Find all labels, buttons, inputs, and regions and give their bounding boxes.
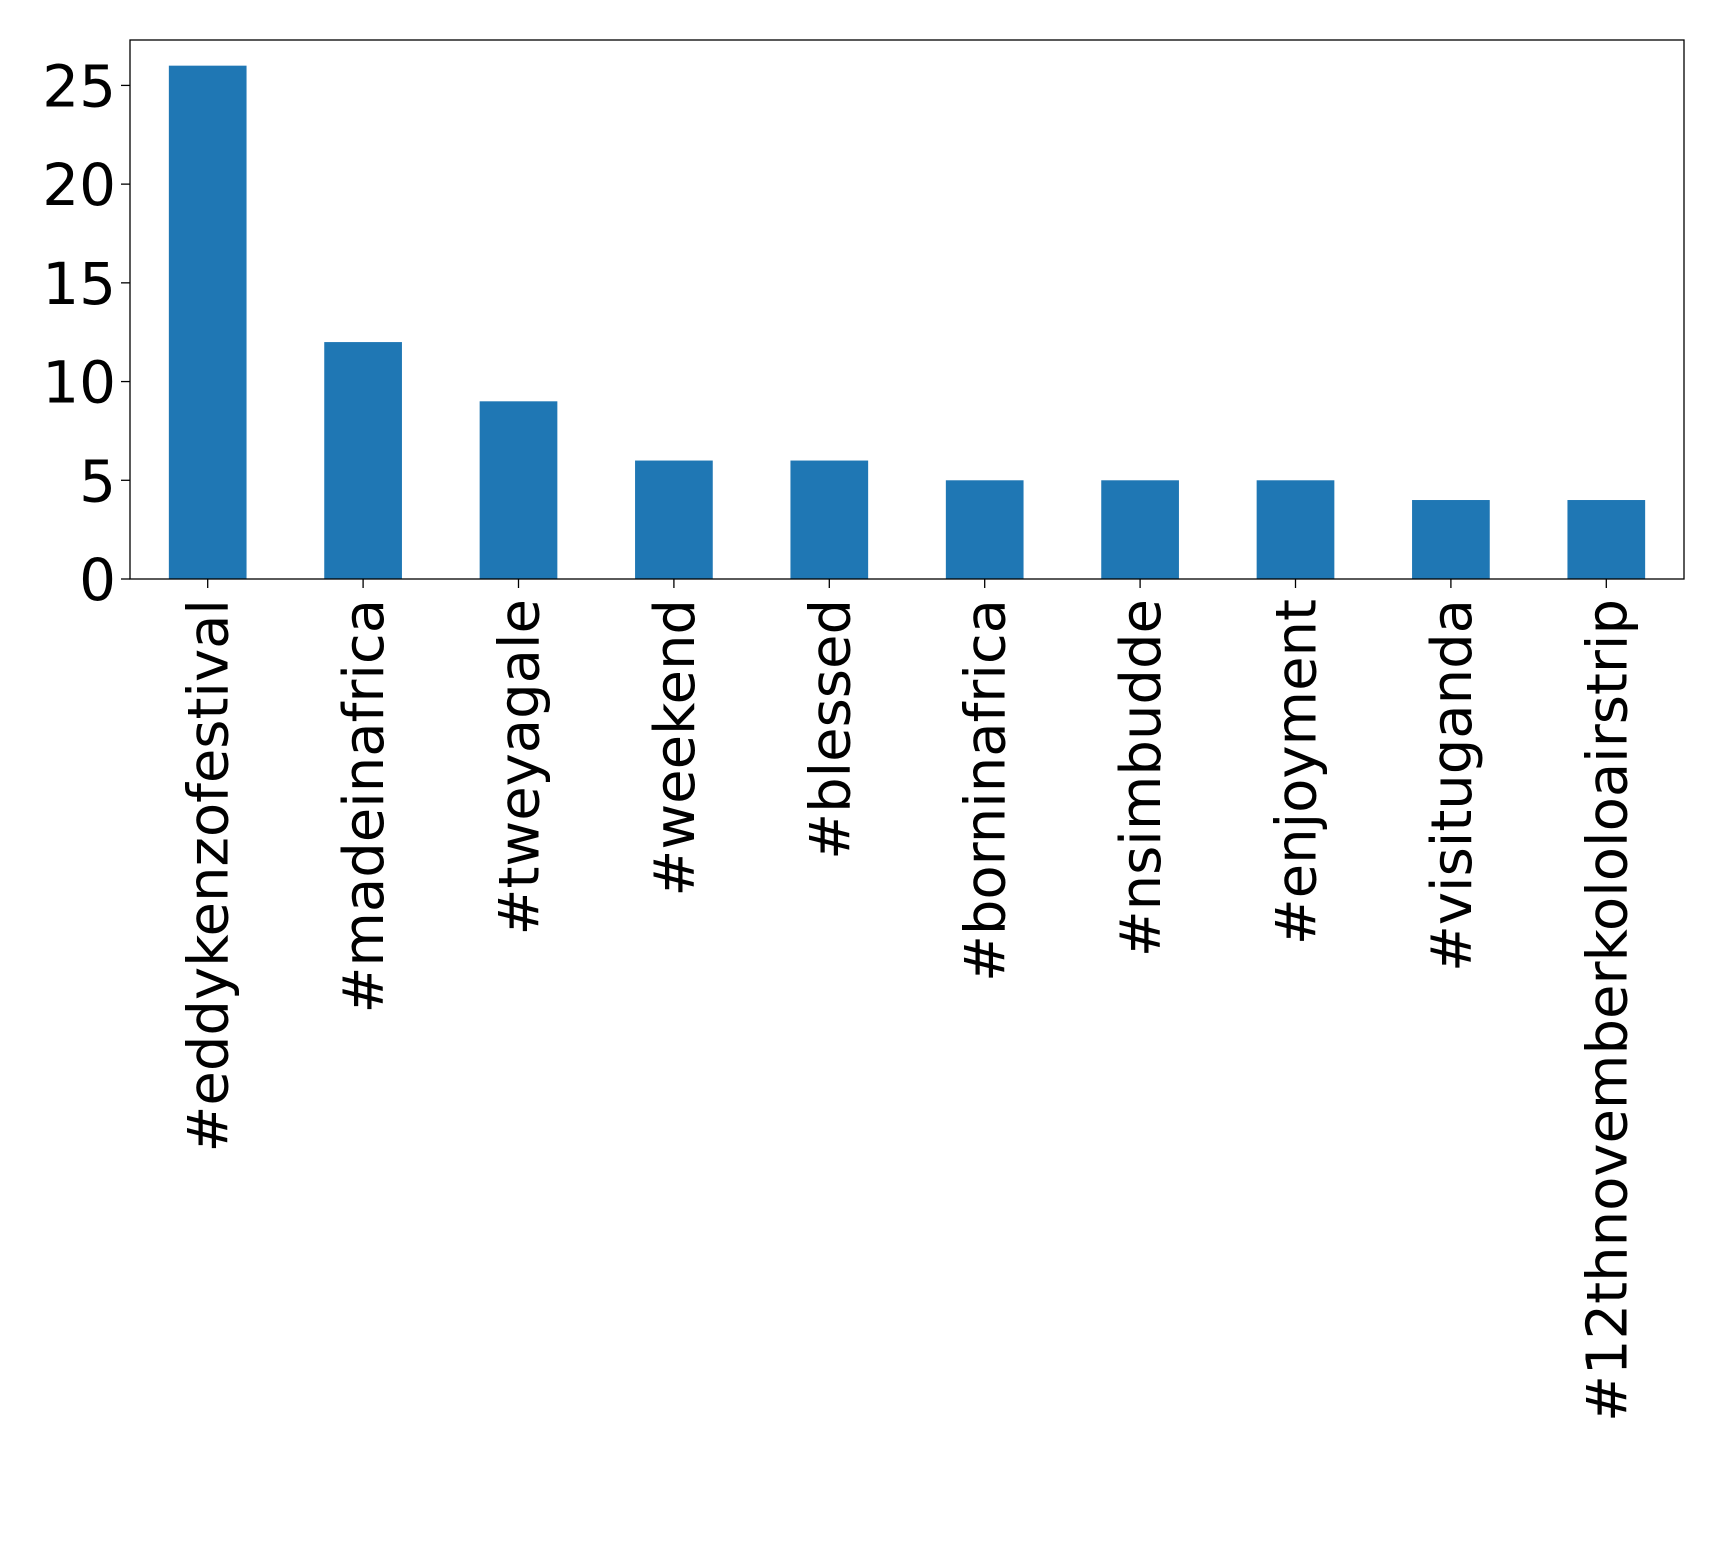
x-tick-label: #blessed [798,599,863,860]
y-tick-labels: 0 5 10 15 20 25 [42,52,116,614]
bar-6 [945,480,1024,579]
bar-1 [168,65,247,579]
y-tick-label: 0 [79,546,116,614]
bar-2 [324,342,402,579]
y-tick-label: 5 [79,447,116,515]
x-tick-label: #tweyagale [488,599,553,935]
bars-group [168,65,1646,579]
plot-frame [129,39,1685,580]
x-tick-label: #nsimbudde [1109,599,1174,957]
bar-9 [1412,500,1490,579]
y-tick-label: 15 [42,250,116,318]
x-tick-label: #enjoyment [1265,599,1330,945]
x-tick-label: #visituganda [1420,599,1485,972]
x-tick-labels: #eddykenzofestival #madeinafrica #tweyagal… [177,599,1641,1422]
y-tick-label: 25 [42,52,116,120]
x-tick-label: #borninafrica [954,599,1019,982]
bar-5 [790,460,869,579]
ticks-group [121,84,1607,588]
x-tick-label: #eddykenzofestival [177,599,242,1153]
bar-7 [1101,480,1179,579]
x-tick-label: #12thnovemberkololoairstrip [1575,599,1640,1422]
x-tick-label: #madeinafrica [332,599,397,1014]
bar-10 [1567,500,1646,579]
bar-3 [479,401,558,579]
y-tick-label: 20 [42,151,116,219]
x-tick-label: #weekend [643,599,708,897]
bar-4 [635,460,713,579]
bar-8 [1256,480,1335,579]
y-tick-label: 10 [42,349,116,417]
